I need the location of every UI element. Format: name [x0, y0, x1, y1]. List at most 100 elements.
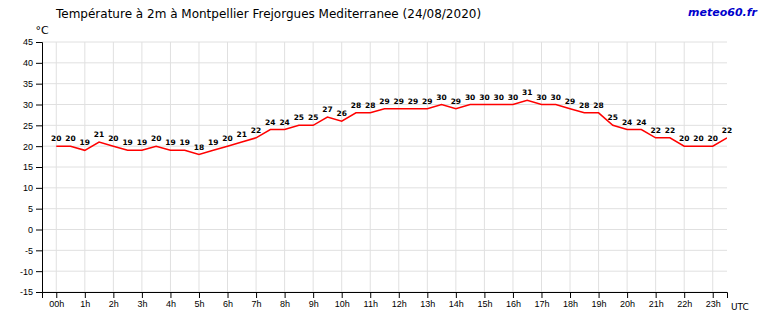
- grid-line: [170, 42, 171, 292]
- chart: 00h1h2h3h4h5h6h7h8h9h10h11h12h13h14h15h1…: [0, 0, 765, 320]
- grid-line: [56, 42, 57, 292]
- tick-label: 35: [23, 79, 33, 89]
- tick-label: 30: [23, 100, 33, 110]
- data-label: 26: [336, 109, 346, 118]
- tick-label: 15h: [477, 299, 492, 309]
- grid-line: [42, 208, 727, 209]
- grid-line: [256, 42, 257, 292]
- data-label: 24: [622, 118, 632, 127]
- data-label: 20: [708, 134, 718, 143]
- tick-label: 20: [23, 142, 33, 152]
- tick-mark: [342, 292, 343, 298]
- tick: 16h: [506, 292, 521, 309]
- data-label: 25: [308, 113, 318, 122]
- grid-line: [627, 42, 628, 292]
- tick-label: 4h: [166, 299, 176, 309]
- data-label: 22: [650, 126, 660, 135]
- axis-line: [36, 43, 43, 293]
- data-label: 30: [479, 93, 489, 102]
- tick-mark: [36, 188, 42, 189]
- tick-mark: [285, 292, 286, 298]
- tick-mark: [399, 292, 400, 298]
- tick-label: 15: [23, 162, 33, 172]
- data-label: 30: [536, 93, 546, 102]
- tick-mark: [599, 292, 600, 298]
- tick-label: 25: [23, 121, 33, 131]
- tick-label: 5h: [194, 299, 204, 309]
- tick-label: 1h: [80, 299, 90, 309]
- tick-label: 16h: [506, 299, 521, 309]
- tick-mark: [370, 292, 371, 298]
- tick: 35: [23, 79, 42, 89]
- tick-label: 20h: [620, 299, 635, 309]
- tick-mark: [142, 292, 143, 298]
- watermark: meteo60.fr: [688, 6, 757, 19]
- data-label: 29: [394, 97, 404, 106]
- tick: 6h: [223, 292, 233, 309]
- grid-line: [484, 42, 485, 292]
- tick-label: 45: [23, 37, 33, 47]
- tick-label: 13h: [420, 299, 435, 309]
- data-label: 20: [51, 134, 61, 143]
- grid-line: [42, 271, 727, 272]
- tick-mark: [228, 292, 229, 298]
- axis-line: [43, 293, 728, 299]
- tick-label: 21h: [649, 299, 664, 309]
- data-label: 30: [493, 93, 503, 102]
- tick-label: 23h: [706, 299, 721, 309]
- tick: 1h: [80, 292, 90, 309]
- tick-mark: [513, 292, 514, 298]
- tick-mark: [36, 209, 42, 210]
- grid-line: [42, 83, 727, 84]
- tick: 10h: [335, 292, 350, 309]
- grid-line: [84, 42, 85, 292]
- data-label: 24: [279, 118, 289, 127]
- tick-label: 17h: [534, 299, 549, 309]
- grid-line: [313, 42, 314, 292]
- tick: 9h: [309, 292, 319, 309]
- data-label: 29: [451, 97, 461, 106]
- tick: -5: [25, 246, 42, 256]
- tick: 5h: [194, 292, 204, 309]
- tick: 2h: [109, 292, 119, 309]
- axis-label: °C: [35, 24, 49, 37]
- tick-label: 12h: [392, 299, 407, 309]
- grid-line: [398, 42, 399, 292]
- tick: 8h: [280, 292, 290, 309]
- data-label: 25: [294, 113, 304, 122]
- tick-mark: [36, 63, 42, 64]
- tick: 25: [23, 121, 42, 131]
- tick: 13h: [420, 292, 435, 309]
- tick-mark: [684, 292, 685, 298]
- grid: [42, 42, 727, 292]
- tick-mark: [627, 292, 628, 298]
- tick: 0: [28, 225, 42, 235]
- tick-label: -5: [25, 246, 33, 256]
- tick-label: 19h: [592, 299, 607, 309]
- data-label: 20: [65, 134, 75, 143]
- data-labels: 2020192120191920191918192021222424252527…: [51, 88, 732, 151]
- grid-line: [42, 62, 727, 63]
- data-label: 21: [94, 130, 104, 139]
- data-label: 19: [165, 138, 175, 147]
- tick-label: -15: [20, 287, 33, 297]
- tick: -10: [20, 267, 42, 277]
- grid-line: [598, 42, 599, 292]
- data-label: 22: [251, 126, 261, 135]
- grid-line: [370, 42, 371, 292]
- tick-mark: [36, 271, 42, 272]
- tick-mark: [427, 292, 428, 298]
- tick-mark: [113, 292, 114, 298]
- tick: 14h: [449, 292, 464, 309]
- grid-line: [42, 229, 727, 230]
- tick-label: 0: [28, 225, 33, 235]
- tick-label: 9h: [309, 299, 319, 309]
- grid-line: [655, 42, 656, 292]
- tick: 4h: [166, 292, 176, 309]
- data-label: 28: [593, 101, 603, 110]
- data-label: 20: [151, 134, 161, 143]
- tick-label: 7h: [252, 299, 262, 309]
- tick: 20h: [620, 292, 635, 309]
- tick: 17h: [534, 292, 549, 309]
- tick-mark: [36, 105, 42, 106]
